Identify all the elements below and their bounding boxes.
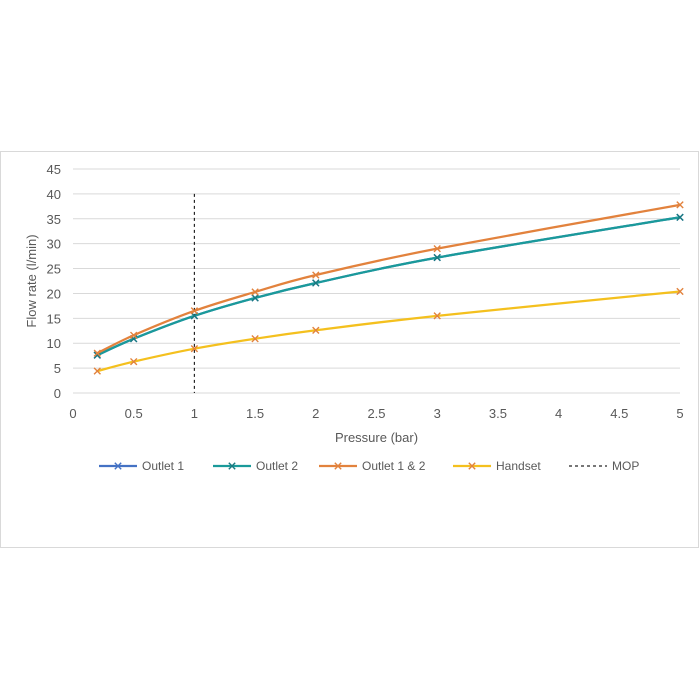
x-axis-title: Pressure (bar) xyxy=(335,430,418,445)
data-point xyxy=(312,271,320,279)
legend-label: Outlet 2 xyxy=(256,459,298,473)
data-point xyxy=(190,345,199,353)
series-line-3 xyxy=(96,203,681,355)
y-tick-label: 0 xyxy=(54,386,61,401)
legend-marker xyxy=(114,462,122,470)
data-point xyxy=(130,357,138,366)
series-line-2 xyxy=(96,216,681,357)
y-tick-label: 25 xyxy=(47,262,61,277)
y-tick-label: 35 xyxy=(47,212,61,227)
data-point xyxy=(433,244,441,253)
series-line-4 xyxy=(96,290,681,373)
data-point xyxy=(433,253,441,262)
x-tick-label: 0 xyxy=(69,406,76,421)
x-tick-label: 3.5 xyxy=(489,406,507,421)
x-tick-label: 1.5 xyxy=(246,406,264,421)
data-point xyxy=(676,213,684,221)
y-tick-label: 15 xyxy=(47,311,61,326)
data-point xyxy=(676,287,684,296)
data-point xyxy=(312,326,320,334)
legend-label: Outlet 1 & 2 xyxy=(362,459,426,473)
data-point xyxy=(190,307,199,315)
data-point xyxy=(312,279,320,287)
data-point xyxy=(93,367,101,375)
legend-marker xyxy=(228,462,236,470)
x-tick-label: 0.5 xyxy=(125,406,143,421)
y-tick-label: 5 xyxy=(54,361,61,376)
legend-label: MOP xyxy=(612,459,639,473)
data-point xyxy=(676,201,684,209)
x-tick-label: 2 xyxy=(312,406,319,421)
chart-frame: 0 5 10 15 20 25 30 35 40 45 0 0.5 1 1.5 2 2.5 3 3.5 4 4.5 5 P… xyxy=(0,151,699,548)
data-point xyxy=(93,349,101,357)
y-tick-label: 45 xyxy=(47,162,61,177)
x-tick-label: 5 xyxy=(676,406,683,421)
y-tick-label: 40 xyxy=(47,187,61,202)
y-tick-label: 30 xyxy=(47,237,61,252)
x-tick-label: 4.5 xyxy=(610,406,628,421)
x-tick-label: 4 xyxy=(555,406,562,421)
legend-label: Outlet 1 xyxy=(142,459,184,473)
series-line-1 xyxy=(96,216,681,357)
data-point xyxy=(251,294,259,302)
legend-marker xyxy=(334,462,342,470)
x-tick-label: 2.5 xyxy=(367,406,385,421)
y-axis-title: Flow rate (l/min) xyxy=(24,234,39,327)
y-tick-label: 20 xyxy=(47,286,61,301)
x-tick-label: 1 xyxy=(191,406,198,421)
data-point xyxy=(251,288,259,296)
data-point xyxy=(433,312,441,320)
y-tick-label: 10 xyxy=(47,336,61,351)
x-tick-label: 3 xyxy=(434,406,441,421)
data-point xyxy=(251,335,259,343)
legend-label: Handset xyxy=(496,459,541,473)
line-chart: 0 5 10 15 20 25 30 35 40 45 0 0.5 1 1.5 2 2.5 3 3.5 4 4.5 5 P… xyxy=(24,162,684,473)
legend-marker xyxy=(468,462,476,470)
data-point xyxy=(130,331,138,339)
